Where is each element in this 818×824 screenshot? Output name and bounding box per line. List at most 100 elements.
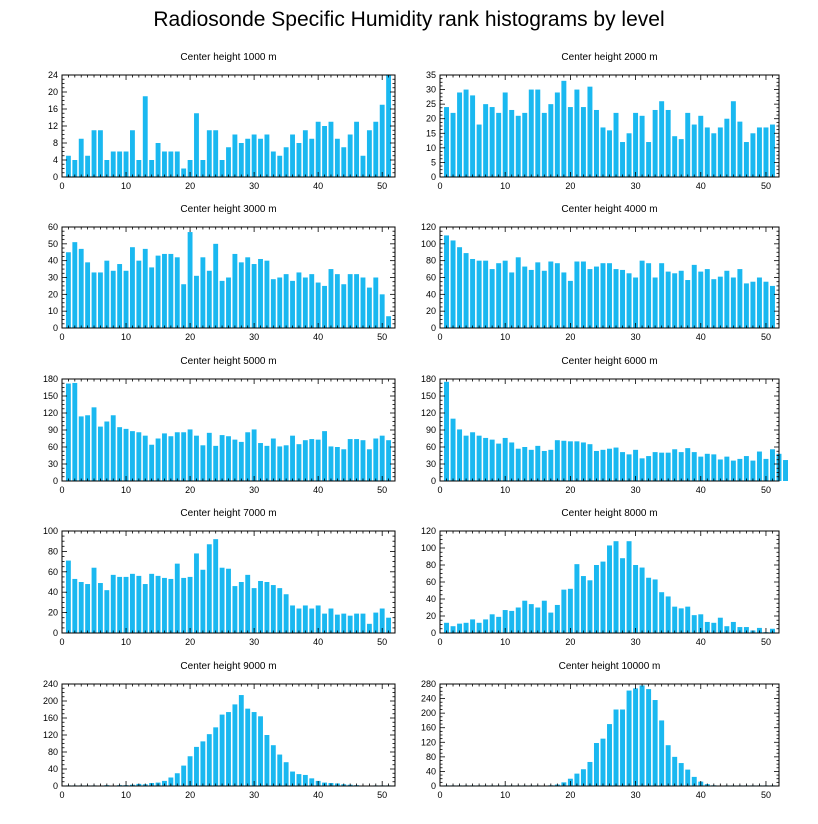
bar [633,565,639,633]
bar [574,564,580,633]
bar [168,436,174,481]
y-tick-label: 120 [43,730,58,740]
bar [639,685,645,786]
x-tick-label: 0 [437,181,442,191]
y-tick-label: 30 [426,459,436,469]
bar [698,614,704,633]
bar [245,574,251,633]
y-tick-label: 5 [431,157,436,167]
bar [200,445,206,481]
bar [226,277,231,328]
bar [672,273,678,328]
bar [724,118,730,177]
panel-title: Center height 1000 m [180,52,276,63]
bar [130,247,135,328]
bar [334,614,340,633]
bar [91,130,97,177]
bar [360,277,366,328]
bar [245,432,251,481]
bar [142,248,148,328]
bar [528,604,534,633]
x-tick-label: 20 [185,790,195,800]
bar [213,130,219,177]
bar [91,567,97,633]
x-tick-label: 40 [313,181,323,191]
bar [580,576,586,633]
bar [226,147,231,177]
bar [347,439,353,481]
bar [226,436,231,481]
bar [373,121,379,177]
bar [366,623,372,633]
bar [711,133,717,177]
bar [587,580,593,633]
bar [444,107,449,177]
bar [561,589,567,633]
bar [194,553,199,633]
bar [117,427,123,481]
bar [386,75,392,177]
bar [620,142,626,177]
bar [711,454,717,481]
x-tick-label: 10 [500,181,510,191]
y-tick-label: 280 [421,679,436,689]
y-tick-label: 120 [421,222,436,232]
bar [548,261,554,328]
bar [366,287,372,328]
x-tick-label: 40 [696,637,706,647]
bar [561,440,567,481]
y-tick-label: 40 [426,766,436,776]
y-tick-label: 0 [53,628,58,638]
y-tick-label: 150 [421,391,436,401]
bar [104,590,110,633]
bar [593,450,599,481]
panel-title: Center height 9000 m [180,661,276,672]
x-tick-label: 30 [249,181,259,191]
bar [515,115,521,177]
bar [750,281,756,328]
y-tick-label: 200 [421,708,436,718]
bar [277,588,283,633]
bar [264,260,270,328]
bar [528,449,534,481]
panel-title: Center height 4000 m [561,204,657,215]
bar [97,130,103,177]
bar [65,155,71,177]
bar [463,89,469,177]
x-tick-label: 50 [377,485,387,495]
bar [309,274,315,328]
x-tick-label: 0 [437,637,442,647]
bar [470,258,476,328]
bar [502,260,508,328]
bar [535,445,541,481]
bar [652,700,658,786]
y-tick-label: 0 [53,781,58,791]
bar [678,763,684,786]
bar [567,107,573,177]
bar [711,622,717,633]
y-tick-label: 50 [48,239,58,249]
bar [613,447,619,481]
bar [450,626,456,633]
bar [457,429,463,481]
bar [264,582,270,633]
y-tick-label: 80 [426,560,436,570]
y-tick-label: 240 [43,679,58,689]
bar [72,242,78,328]
x-tick-label: 0 [437,332,442,342]
x-tick-label: 30 [631,790,641,800]
bar [509,272,515,328]
x-tick-label: 20 [565,485,575,495]
panel-2: Center height 2000 m 0 10 20 30 40 50 0 5 10 15 20 2… [426,52,780,191]
bar [213,243,219,328]
bar [130,573,135,633]
bar [704,453,710,481]
bar [290,605,295,633]
bar [373,438,379,481]
bar [626,690,632,786]
y-tick-label: 180 [421,374,436,384]
x-tick-label: 0 [59,332,64,342]
y-tick-label: 40 [426,594,436,604]
bar [646,689,652,786]
bar [245,257,251,328]
